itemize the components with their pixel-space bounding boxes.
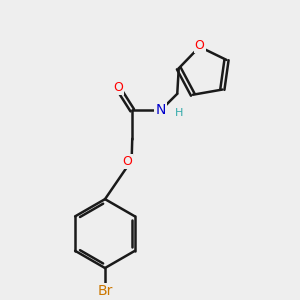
Text: N: N xyxy=(156,103,166,117)
Text: O: O xyxy=(113,81,123,94)
Text: O: O xyxy=(195,39,205,52)
Text: H: H xyxy=(175,108,184,118)
Text: Br: Br xyxy=(97,284,113,298)
Text: O: O xyxy=(122,155,132,168)
